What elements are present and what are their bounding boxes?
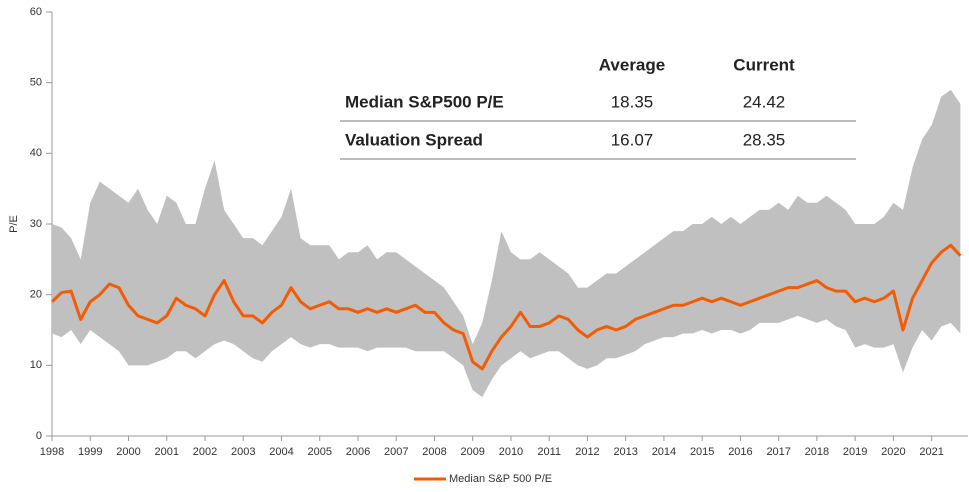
- x-tick-label: 2017: [766, 446, 790, 458]
- x-tick-label: 2002: [193, 446, 217, 458]
- x-tick-label: 1998: [40, 446, 64, 458]
- legend-label: Median S&P 500 P/E: [449, 473, 552, 485]
- y-tick-label: 50: [30, 77, 42, 89]
- table-cell: 16.07: [611, 130, 654, 149]
- y-tick-label: 60: [30, 6, 42, 18]
- y-tick-label: 10: [30, 359, 42, 371]
- series-line: [50, 243, 962, 371]
- x-tick-label: 2006: [346, 446, 370, 458]
- x-tick-label: 2020: [881, 446, 905, 458]
- x-tick-label: 2019: [843, 446, 867, 458]
- y-tick-label: 0: [36, 430, 42, 442]
- x-tick-label: 2003: [231, 446, 255, 458]
- range-band: [52, 89, 961, 398]
- x-tick-label: 2009: [460, 446, 484, 458]
- x-tick-label: 2014: [652, 446, 676, 458]
- x-tick-label: 2000: [116, 446, 140, 458]
- table-cell: 24.42: [743, 92, 786, 111]
- x-tick-label: 2007: [384, 446, 408, 458]
- table-cell: 18.35: [611, 92, 654, 111]
- x-tick-label: 2015: [690, 446, 714, 458]
- table-row-label: Valuation Spread: [345, 130, 483, 149]
- x-tick-label: 2008: [422, 446, 446, 458]
- x-tick-label: 2001: [154, 446, 178, 458]
- table-header: Average: [599, 55, 665, 74]
- x-tick-label: 2011: [537, 446, 561, 458]
- y-axis-label: P/E: [8, 215, 20, 233]
- x-tick-label: 2004: [269, 446, 293, 458]
- y-tick-label: 40: [30, 147, 42, 159]
- x-tick-label: 2010: [499, 446, 523, 458]
- y-tick-label: 20: [30, 289, 42, 301]
- x-tick-label: 2016: [728, 446, 752, 458]
- x-tick-label: 2018: [805, 446, 829, 458]
- x-tick-label: 2012: [575, 446, 599, 458]
- x-tick-label: 1999: [78, 446, 102, 458]
- y-tick-label: 30: [30, 218, 42, 230]
- x-tick-label: 2013: [613, 446, 637, 458]
- x-tick-label: 2021: [919, 446, 943, 458]
- x-tick-label: 2005: [307, 446, 331, 458]
- table-header: Current: [733, 55, 795, 74]
- table-row-label: Median S&P500 P/E: [345, 92, 504, 111]
- table-cell: 28.35: [743, 130, 786, 149]
